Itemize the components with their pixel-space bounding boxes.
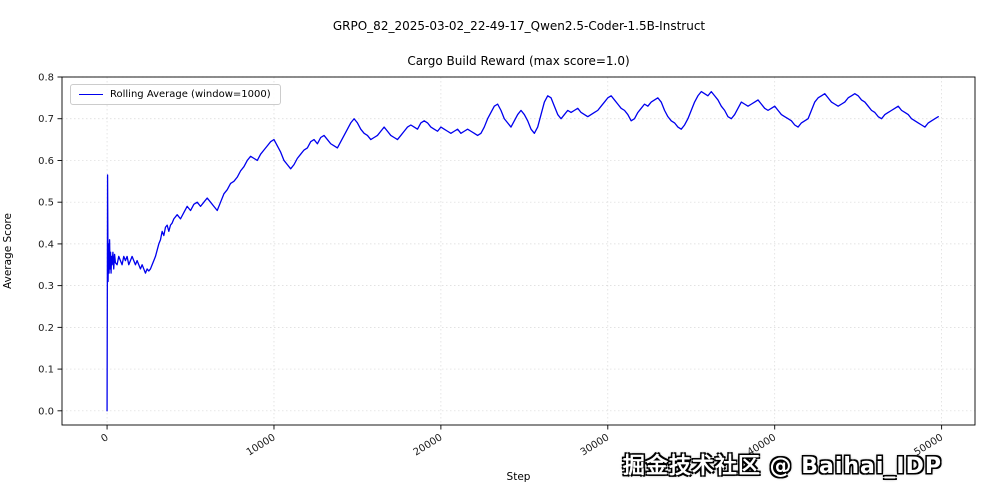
y-tick-label: 0.7 — [38, 114, 54, 125]
y-tick-label: 0.6 — [38, 156, 54, 167]
legend-label: Rolling Average (window=1000) — [110, 89, 271, 100]
watermark: 掘金技术社区 @ Baihai_IDP — [622, 454, 942, 479]
y-axis-label: Average Score — [2, 213, 14, 289]
y-tick-label: 0.3 — [38, 281, 54, 292]
y-tick-label: 0.1 — [38, 365, 54, 376]
legend: Rolling Average (window=1000) — [70, 84, 281, 105]
x-tick-label: 30000 — [579, 432, 612, 458]
legend-line-swatch — [79, 94, 103, 95]
x-tick-label: 10000 — [245, 432, 278, 458]
x-axis-label: Step — [506, 471, 531, 483]
axes-spines — [61, 76, 976, 426]
y-tick-label: 0.5 — [38, 198, 54, 209]
y-tick-label: 0.8 — [38, 73, 54, 84]
y-tick-label: 0.2 — [38, 323, 54, 334]
y-tick-label: 0.0 — [38, 406, 54, 417]
figure-suptitle: GRPO_82_2025-03-02_22-49-17_Qwen2.5-Code… — [332, 19, 706, 33]
x-tick-label: 20000 — [412, 432, 445, 458]
x-tick-label: 0 — [99, 432, 110, 445]
y-tick-label: 0.4 — [38, 239, 54, 250]
series-line — [106, 90, 939, 412]
axes-title: Cargo Build Reward (max score=1.0) — [407, 54, 630, 68]
